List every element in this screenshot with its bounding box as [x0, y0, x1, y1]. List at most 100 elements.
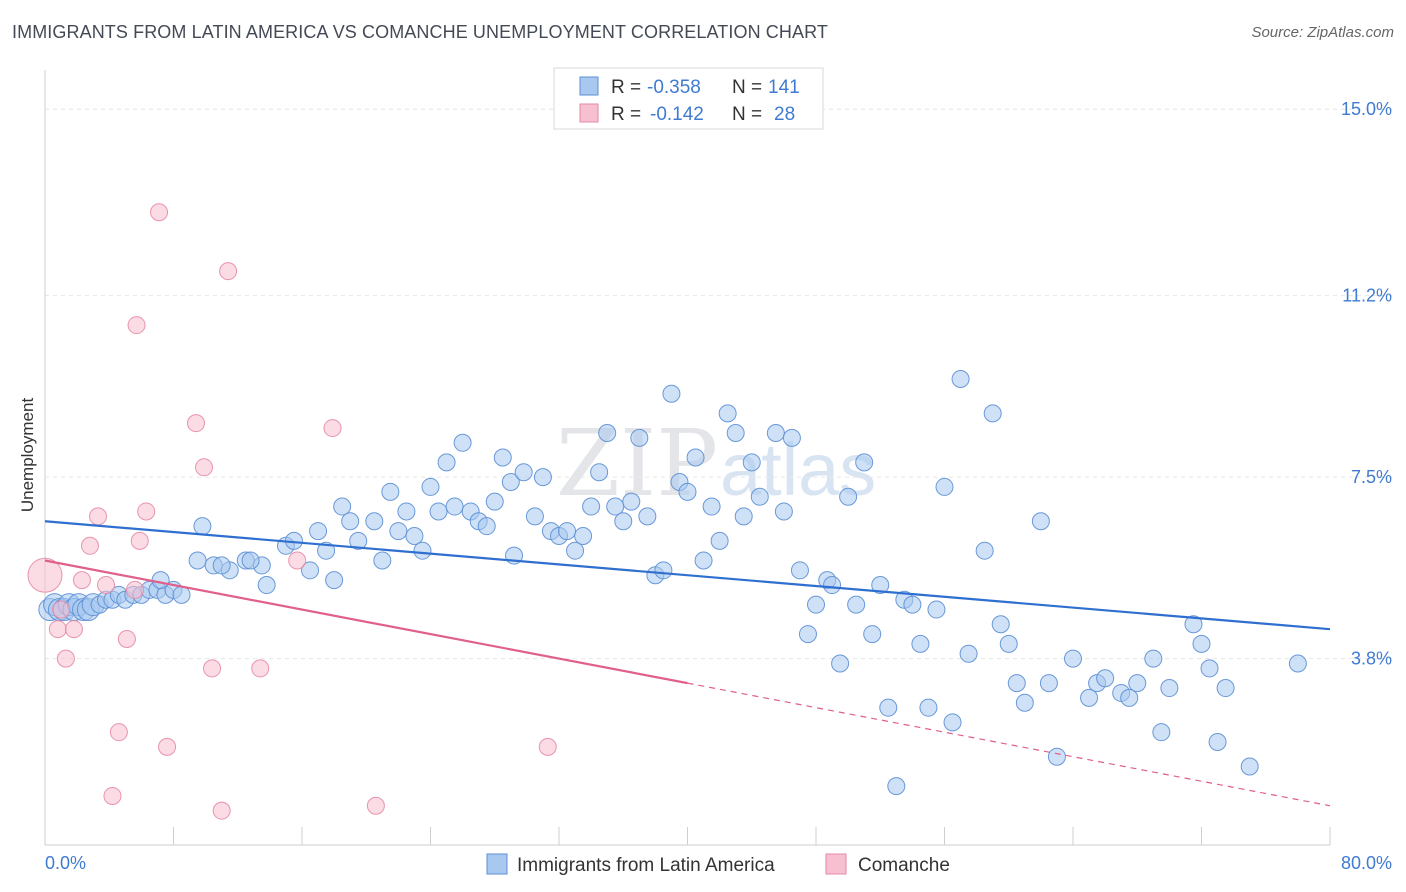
- point-comanche: [27, 557, 63, 593]
- point-latin-america: [1192, 634, 1211, 653]
- point-latin-america: [847, 595, 866, 614]
- stats-n-label-blue: N =: [732, 77, 762, 98]
- point-latin-america: [582, 497, 601, 516]
- x-ticks: [44, 827, 1331, 845]
- point-latin-america: [855, 453, 874, 472]
- point-latin-america: [533, 468, 552, 487]
- point-comanche: [117, 629, 136, 648]
- point-latin-america: [325, 571, 344, 590]
- y-tick-label: 11.2%: [1342, 286, 1392, 306]
- point-latin-america: [257, 576, 276, 595]
- point-comanche: [127, 316, 146, 335]
- point-latin-america: [381, 482, 400, 501]
- point-latin-america: [887, 777, 906, 796]
- point-latin-america: [750, 487, 769, 506]
- point-latin-america: [1288, 654, 1307, 673]
- point-latin-america: [694, 551, 713, 570]
- source-label: Source: ZipAtlas.com: [1251, 24, 1394, 41]
- point-latin-america: [188, 551, 207, 570]
- point-comanche: [80, 536, 99, 555]
- point-latin-america: [413, 541, 432, 560]
- point-latin-america: [485, 492, 504, 511]
- point-latin-america: [903, 595, 922, 614]
- trend-line-latin-america: [44, 520, 1331, 631]
- legend-swatch-pink: [825, 853, 847, 875]
- legend-swatch-blue: [486, 853, 508, 875]
- point-latin-america: [1120, 688, 1139, 707]
- point-latin-america: [1096, 669, 1115, 688]
- point-latin-america: [871, 576, 890, 595]
- point-latin-america: [718, 404, 737, 423]
- point-latin-america: [774, 502, 793, 521]
- point-comanche: [366, 796, 385, 815]
- point-latin-america: [710, 531, 729, 550]
- point-latin-america: [991, 615, 1010, 634]
- gridlines: [45, 108, 1392, 660]
- point-latin-america: [590, 463, 609, 482]
- point-latin-america: [975, 541, 994, 560]
- point-latin-america: [863, 625, 882, 644]
- stats-r-value-blue: -0.358: [647, 77, 701, 98]
- point-latin-america: [879, 698, 898, 717]
- point-latin-america: [1184, 615, 1203, 634]
- y-tick-label: 7.5%: [1351, 467, 1392, 487]
- point-latin-america: [1080, 688, 1099, 707]
- point-latin-america: [445, 497, 464, 516]
- point-latin-america: [1208, 732, 1227, 751]
- trend-lines: [44, 520, 1331, 807]
- legend: Immigrants from Latin America Comanche: [486, 853, 950, 876]
- stats-n-value-blue: 141: [768, 77, 800, 98]
- point-latin-america: [151, 571, 170, 590]
- point-latin-america: [1007, 674, 1026, 693]
- point-comanche: [52, 600, 71, 619]
- point-latin-america: [959, 644, 978, 663]
- point-latin-america: [678, 482, 697, 501]
- point-latin-america: [999, 634, 1018, 653]
- point-latin-america: [726, 423, 745, 442]
- point-comanche: [158, 737, 177, 756]
- y-tick-label: 15.0%: [1341, 99, 1392, 119]
- point-latin-america: [501, 473, 520, 492]
- stats-r-label-blue: R =: [611, 77, 641, 98]
- point-latin-america: [317, 541, 336, 560]
- point-latin-america: [365, 512, 384, 531]
- point-latin-america: [1047, 747, 1066, 766]
- y-tick-labels: 3.8% 7.5% 11.2% 15.0%: [1341, 99, 1392, 668]
- point-latin-america: [1240, 757, 1259, 776]
- point-latin-america: [1160, 679, 1179, 698]
- point-latin-america: [301, 561, 320, 580]
- point-latin-america: [1015, 693, 1034, 712]
- point-latin-america: [1200, 659, 1219, 678]
- point-latin-america: [525, 507, 544, 526]
- point-latin-america: [397, 502, 416, 521]
- point-latin-america: [453, 433, 472, 452]
- point-latin-america: [622, 492, 641, 511]
- point-latin-america: [421, 477, 440, 496]
- point-latin-america: [1152, 723, 1171, 742]
- point-comanche: [288, 551, 307, 570]
- trend-line-comanche: [44, 559, 688, 685]
- point-latin-america: [309, 522, 328, 541]
- point-comanche: [212, 801, 231, 820]
- x-tick-label-min: 0.0%: [45, 853, 86, 873]
- point-latin-america: [349, 531, 368, 550]
- point-latin-america: [405, 526, 424, 545]
- point-latin-america: [373, 551, 392, 570]
- stats-n-label-pink: N =: [732, 104, 762, 125]
- x-tick-label-max: 80.0%: [1341, 853, 1392, 873]
- stats-box-frame: [553, 67, 824, 130]
- point-comanche: [103, 786, 122, 805]
- point-comanche: [251, 659, 270, 678]
- point-latin-america: [437, 453, 456, 472]
- point-latin-america: [927, 600, 946, 619]
- point-latin-america: [172, 585, 191, 604]
- point-latin-america: [566, 541, 585, 560]
- y-axis-label: Unemployment: [18, 398, 37, 513]
- point-latin-america: [943, 713, 962, 732]
- point-latin-america: [389, 522, 408, 541]
- point-latin-america: [574, 526, 593, 545]
- point-comanche: [89, 507, 108, 526]
- point-latin-america: [606, 497, 625, 516]
- chart-title: IMMIGRANTS FROM LATIN AMERICA VS COMANCH…: [12, 22, 828, 42]
